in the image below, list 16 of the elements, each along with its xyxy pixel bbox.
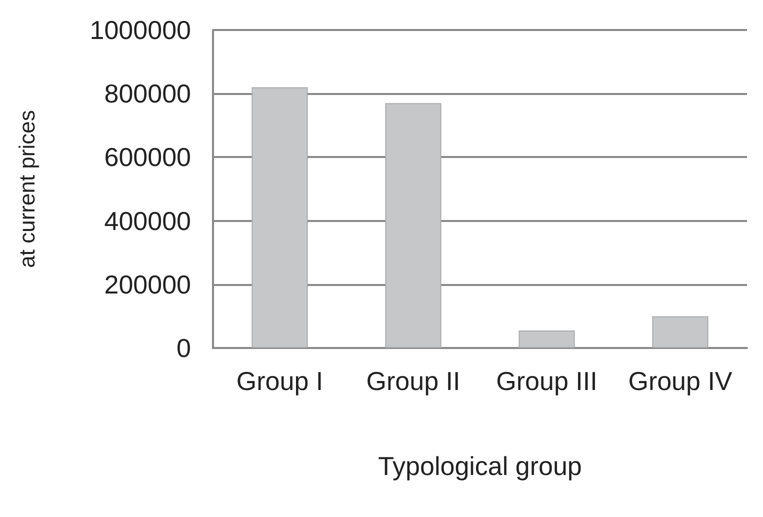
y-tick-label: 400000 — [104, 206, 191, 236]
y-tick-label: 600000 — [104, 142, 191, 172]
bar — [252, 87, 308, 348]
x-axis-title: Typological group — [378, 451, 582, 481]
y-tick-label: 800000 — [104, 78, 191, 109]
bar — [385, 103, 442, 348]
x-tick-label: Group I — [236, 366, 324, 396]
y-tick-label: 200000 — [104, 269, 191, 300]
y-axis-title: at current prices — [14, 110, 40, 268]
y-tick-label: 1000000 — [90, 15, 191, 45]
x-tick-label: Group III — [496, 366, 598, 396]
x-tick-label: Group IV — [628, 366, 733, 396]
bar — [518, 330, 575, 348]
x-tick-label: Group II — [366, 366, 460, 396]
bar — [652, 316, 708, 348]
y-tick-label: 0 — [176, 333, 191, 363]
